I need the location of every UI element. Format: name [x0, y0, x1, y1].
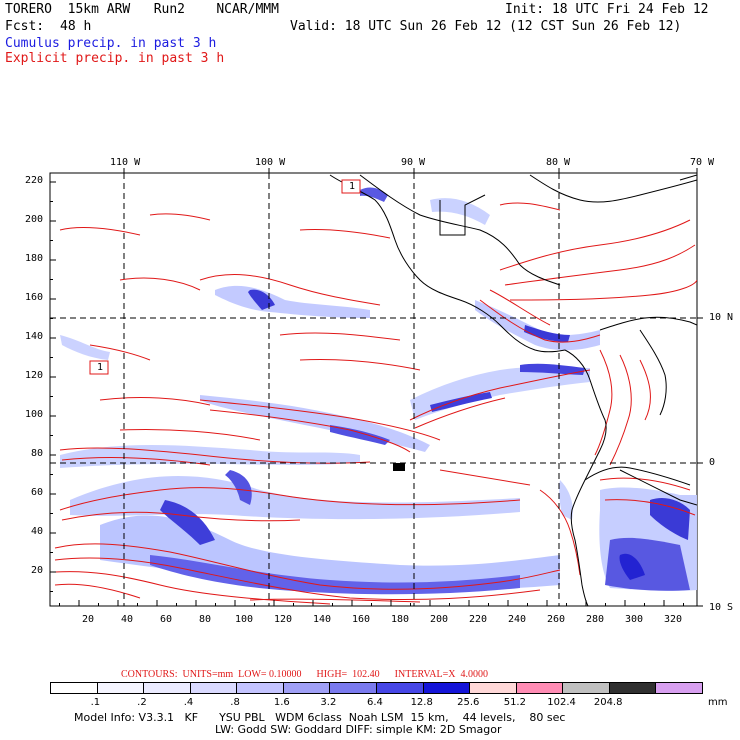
- forecast-label: Fcst:: [5, 19, 45, 34]
- x-tick: 200: [430, 614, 449, 625]
- color-bar-label: 12.8: [410, 697, 433, 708]
- y-tick: 180: [25, 253, 44, 264]
- marker-label-1: 1: [349, 181, 356, 192]
- x-tick: 100: [235, 614, 254, 625]
- color-bar-label: 6.4: [367, 697, 383, 708]
- color-bar-label: .1: [90, 697, 101, 708]
- y-tick: 40: [31, 526, 44, 537]
- color-bar-swatch: [329, 682, 377, 694]
- color-bar-swatch: [96, 682, 145, 694]
- y-tick: 60: [31, 487, 44, 498]
- color-bar-swatch: [655, 682, 703, 694]
- color-bar-label: 1.6: [273, 697, 290, 708]
- lon-label-90w: 90 W: [401, 157, 426, 168]
- y-tick: 20: [31, 565, 44, 576]
- color-bar-swatch: [562, 682, 610, 694]
- y-tick: 100: [25, 409, 44, 420]
- lat-label-10s: 10 S: [709, 602, 734, 613]
- color-bar-label: .8: [230, 697, 240, 708]
- marker-box-2: [89, 360, 109, 375]
- explicit-legend: Explicit precip. in past 3 h: [5, 51, 225, 66]
- contour-info: CONTOURS: UNITS=mm LOW= 0.10000 HIGH= 10…: [121, 669, 488, 680]
- axis-ticks: [50, 168, 703, 607]
- x-tick: 260: [547, 614, 566, 625]
- color-bar-unit: mm: [708, 697, 728, 708]
- color-bar-swatch: [189, 682, 238, 694]
- color-bar-label: 3.2: [320, 697, 337, 708]
- lon-label-80w: 80 W: [546, 157, 571, 168]
- model-physics: LW: Godd SW: Goddard DIFF: simple KM: 2D…: [215, 723, 502, 736]
- y-tick: 120: [25, 370, 44, 381]
- color-bar-swatch: [282, 682, 331, 694]
- color-bar-label: .4: [183, 697, 194, 708]
- x-tick: 40: [121, 614, 134, 625]
- x-tick: 300: [625, 614, 644, 625]
- color-bar-label: 51.2: [503, 697, 526, 708]
- init-time: Init: 18 UTC Fri 24 Feb 12: [505, 2, 709, 17]
- color-bar-label: .2: [137, 697, 147, 708]
- color-bar-swatch: [469, 682, 517, 694]
- valid-time: Valid: 18 UTC Sun 26 Feb 12 (12 CST Sun …: [290, 19, 682, 34]
- x-tick: 120: [274, 614, 293, 625]
- lat-lon-grid: [50, 173, 697, 606]
- lat-label-0: 0: [709, 457, 716, 468]
- lon-label-70w: 70 W: [690, 157, 715, 168]
- x-tick: 60: [160, 614, 173, 625]
- lon-label-110w: 110 W: [110, 157, 141, 168]
- cumulus-legend: Cumulus precip. in past 3 h: [5, 36, 217, 51]
- model-title: TORERO 15km ARW Run2 NCAR/MMM: [5, 2, 279, 17]
- color-bar-swatch: [376, 682, 424, 694]
- color-bar-label: 204.8: [593, 697, 623, 708]
- x-tick: 180: [391, 614, 410, 625]
- forecast-hour: 48 h: [60, 19, 92, 34]
- x-tick: 220: [469, 614, 488, 625]
- x-tick: 160: [352, 614, 371, 625]
- color-bar-swatch: [422, 682, 471, 694]
- color-bar-swatch: [50, 682, 98, 694]
- lat-label-10n: 10 N: [709, 312, 734, 323]
- x-tick: 240: [508, 614, 527, 625]
- coastlines: [329, 174, 697, 606]
- color-bar-swatch: [608, 682, 657, 694]
- color-bar-swatch: [515, 682, 564, 694]
- y-tick: 80: [31, 448, 44, 459]
- map-content: [50, 173, 697, 606]
- marker-box-1: [341, 179, 361, 194]
- color-bar-label: 102.4: [547, 697, 576, 708]
- model-info: Model Info: V3.3.1 KF YSU PBL WDM 6class…: [74, 711, 566, 724]
- x-tick: 320: [664, 614, 683, 625]
- marker-label-2: 1: [97, 362, 104, 373]
- island-marker: [393, 463, 405, 471]
- x-tick: 20: [82, 614, 95, 625]
- x-tick: 140: [313, 614, 332, 625]
- color-bar-label: 25.6: [457, 697, 480, 708]
- color-bar-swatch: [143, 682, 191, 694]
- x-tick: 280: [586, 614, 605, 625]
- color-bar-swatch: [236, 682, 284, 694]
- explicit-precip-contours: [54, 202, 697, 605]
- y-tick: 220: [25, 175, 44, 186]
- y-tick: 200: [25, 214, 44, 225]
- y-tick: 160: [25, 292, 44, 303]
- y-tick: 140: [25, 331, 44, 342]
- lon-label-100w: 100 W: [255, 157, 286, 168]
- x-tick: 80: [199, 614, 212, 625]
